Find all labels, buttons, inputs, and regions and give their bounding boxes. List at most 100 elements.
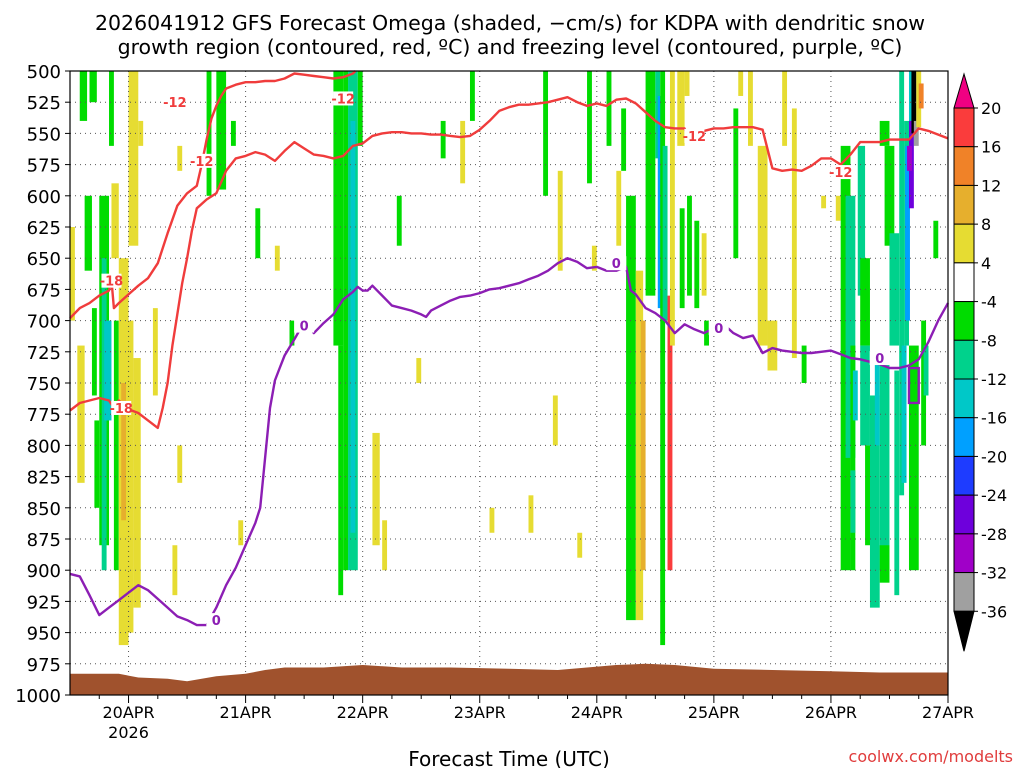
omega-cell [679,208,685,309]
contour-label: -12 [331,91,355,107]
omega-cell [748,71,753,146]
contour-label-text: -18 [109,402,133,417]
omega-cell [782,71,788,146]
omega-cell [591,245,597,271]
x-tick-label: 25APR [688,703,740,722]
omega-cell [701,233,707,296]
omega-cell [528,495,534,533]
omega-cell [860,345,870,446]
chart-title-line1: 2026041912 GFS Forecast Omega (shaded, −… [95,11,925,35]
x-tick-label: 21APR [220,703,272,722]
y-tick-label: 975 [27,655,61,676]
y-tick-label: 925 [27,592,61,613]
omega-cell [440,120,446,159]
omega-cell [757,145,768,346]
omega-cell [879,120,890,146]
chart-title-line2: growth region (contoured, red, ºC) and f… [118,35,903,59]
y-tick-label: 850 [27,499,61,520]
y-tick-label: 625 [27,218,61,239]
omega-cell [94,420,100,508]
omega-cell [923,345,929,396]
contour-label-bg [111,400,132,415]
colorbar-label: -4 [981,293,997,312]
x-tick-label: 27APR [922,703,974,722]
y-tick-label: 950 [27,624,61,645]
omega-cell [557,170,563,271]
omega-cell [869,395,880,608]
colorbar-swatch [953,572,975,612]
omega-cell [801,345,807,383]
y-tick-label: 775 [27,405,61,426]
omega-cell [89,71,97,103]
omega-cell [172,545,178,596]
colorbar-swatch [953,223,975,264]
omega-cell [372,432,380,546]
colorbar-label: 12 [981,176,1001,195]
colorbar-swatch [953,262,975,303]
contour-label: 0 [708,321,729,337]
omega-cell [255,208,261,259]
contour-label-text: -12 [331,92,355,107]
contour-label-bg [606,256,627,271]
omega-cell [835,195,841,221]
colorbar-label: -8 [981,331,997,350]
omega-cell [901,345,907,483]
contour-label-bg [191,153,212,168]
omega-cell [933,220,939,259]
colorbar-swatch [953,378,975,419]
omega-cell [577,532,583,558]
omega-cell [899,71,905,496]
colorbar-label: -36 [981,602,1007,621]
y-tick-label: 1000 [15,686,61,707]
omega-cell [850,345,856,571]
omega-cell [621,108,627,171]
contour-label: 0 [606,256,627,272]
omega-cell [821,195,827,209]
colorbar-label: -16 [981,409,1007,428]
omega-cell [111,183,119,259]
x-tick-label: 26APR [805,703,857,722]
omega-cell [694,220,700,309]
omega-cell [645,71,656,296]
contour-label: 0 [206,613,227,629]
contour-label-bg [333,91,354,106]
omega-cell [274,245,280,271]
omega-cell [177,145,183,171]
colorbar: 20 16 12 8 4 -4 -8 -12 -16 -20 -24 -28 -32 -36 [953,72,1007,652]
omega-cell [911,71,917,134]
omega-cell [587,71,592,184]
dendritic-contour-line [69,95,949,430]
omega-cell [879,358,890,571]
omega-cell [852,370,858,421]
omega-cell [238,520,244,546]
colorbar-label: 4 [981,254,991,273]
contour-label: -12 [829,165,852,181]
omega-cell [660,71,666,646]
plot-area: -18 -12 -18 -12 -12 -12 -12 0 0 0 0 0 [69,70,950,696]
x-tick-sublabel: 2026 [108,723,149,742]
colorbar-swatch [953,301,975,341]
omega-cell [216,71,227,190]
omega-cell [333,71,344,346]
omega-cell [845,195,856,458]
colorbar-label: -20 [981,447,1007,466]
grid-lines [70,71,948,695]
colorbar-swatch [953,494,975,535]
contour-label-text: -12 [163,96,187,111]
omega-cell [606,71,612,146]
omega-cell [109,71,114,146]
omega-cell [469,71,475,121]
x-tick-label: 20APR [102,703,154,722]
omega-cell [382,520,388,571]
terrain-area [70,663,948,695]
omega-cell [338,345,344,596]
contour-label: -12 [190,153,213,170]
colorbar-swatch [953,533,975,574]
omega-cell [884,145,895,246]
omega-cell [738,71,744,96]
colorbar-label: 20 [981,99,1001,118]
omega-cell [684,71,690,96]
omega-cell [70,227,75,321]
colorbar-swatch [953,107,975,148]
omega-cell [918,83,924,109]
